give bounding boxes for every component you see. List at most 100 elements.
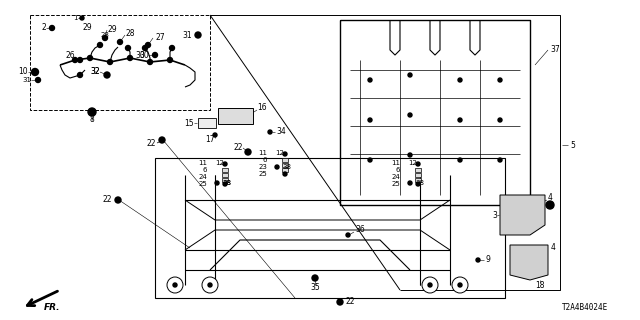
Text: 28: 28	[126, 29, 136, 38]
Circle shape	[145, 43, 150, 47]
Text: 29: 29	[108, 25, 118, 34]
Circle shape	[77, 58, 83, 62]
Text: 32: 32	[90, 68, 100, 76]
Text: 11: 11	[258, 150, 267, 156]
Circle shape	[498, 158, 502, 162]
Circle shape	[337, 299, 343, 305]
Text: 22: 22	[147, 139, 156, 148]
Circle shape	[458, 283, 462, 287]
Circle shape	[77, 73, 83, 77]
Text: 2: 2	[41, 23, 46, 33]
Text: 31: 31	[22, 77, 31, 83]
Text: 24: 24	[391, 174, 400, 180]
Bar	[282, 158, 288, 162]
Circle shape	[108, 60, 113, 65]
Circle shape	[268, 130, 272, 134]
Circle shape	[312, 275, 318, 281]
Circle shape	[35, 77, 40, 83]
Circle shape	[159, 137, 165, 143]
Text: 6: 6	[202, 167, 207, 173]
Circle shape	[416, 162, 420, 166]
Circle shape	[213, 133, 217, 137]
Circle shape	[147, 60, 152, 65]
Circle shape	[368, 118, 372, 122]
Circle shape	[72, 58, 77, 62]
Text: 37: 37	[550, 45, 560, 54]
Bar	[282, 163, 288, 167]
Text: 29: 29	[82, 23, 92, 33]
Circle shape	[275, 165, 279, 169]
Circle shape	[49, 26, 54, 30]
Text: 32: 32	[90, 68, 100, 76]
Circle shape	[80, 16, 84, 20]
Circle shape	[476, 258, 480, 262]
Text: 30: 30	[135, 51, 145, 60]
Text: 8: 8	[90, 116, 94, 124]
Circle shape	[31, 68, 38, 76]
Bar	[222, 168, 228, 172]
Circle shape	[97, 43, 102, 47]
Text: 1: 1	[74, 15, 78, 21]
Text: 10: 10	[19, 68, 28, 76]
Circle shape	[118, 39, 122, 44]
Text: 17: 17	[205, 135, 215, 145]
Polygon shape	[510, 245, 548, 280]
Circle shape	[170, 45, 175, 51]
Circle shape	[498, 118, 502, 122]
Text: 30: 30	[140, 51, 149, 60]
Circle shape	[428, 283, 432, 287]
Circle shape	[223, 162, 227, 166]
Circle shape	[408, 113, 412, 117]
Bar	[218, 108, 253, 124]
Text: 9: 9	[485, 255, 490, 265]
Bar	[155, 158, 505, 298]
Bar	[222, 173, 228, 177]
Circle shape	[88, 108, 96, 116]
Circle shape	[283, 172, 287, 176]
Text: 35: 35	[310, 283, 320, 292]
Circle shape	[152, 52, 157, 58]
Circle shape	[546, 201, 554, 209]
Text: 6: 6	[262, 157, 267, 163]
Circle shape	[368, 78, 372, 82]
Text: 38: 38	[222, 180, 231, 186]
Text: T2A4B4024E: T2A4B4024E	[562, 303, 608, 312]
Text: 25: 25	[198, 181, 207, 187]
Text: 38: 38	[222, 180, 231, 186]
Circle shape	[245, 149, 251, 155]
Circle shape	[215, 181, 219, 185]
Text: 25: 25	[259, 171, 267, 177]
Text: 38: 38	[415, 180, 424, 186]
Bar	[198, 118, 216, 128]
Bar	[415, 173, 421, 177]
Text: 15: 15	[184, 118, 194, 127]
Circle shape	[368, 158, 372, 162]
Circle shape	[408, 181, 412, 185]
Circle shape	[208, 283, 212, 287]
Circle shape	[202, 277, 218, 293]
Text: 31: 31	[182, 30, 192, 39]
Bar	[415, 178, 421, 182]
Circle shape	[458, 78, 462, 82]
Circle shape	[104, 72, 110, 78]
Circle shape	[452, 277, 468, 293]
Text: 27: 27	[155, 34, 164, 43]
Bar	[30, 15, 210, 110]
Circle shape	[127, 55, 132, 60]
Text: 26: 26	[65, 51, 75, 60]
Circle shape	[283, 152, 287, 156]
Text: 22: 22	[102, 196, 112, 204]
Text: 3: 3	[492, 211, 497, 220]
Text: 38: 38	[282, 164, 291, 170]
Text: 5: 5	[570, 140, 575, 149]
Text: 4: 4	[548, 194, 553, 203]
Circle shape	[173, 283, 177, 287]
Text: FR.: FR.	[44, 303, 60, 313]
Circle shape	[458, 118, 462, 122]
Circle shape	[195, 32, 201, 38]
Text: 12: 12	[275, 150, 284, 156]
Circle shape	[416, 182, 420, 186]
Circle shape	[498, 78, 502, 82]
Text: 34: 34	[276, 127, 285, 137]
Circle shape	[168, 58, 173, 62]
